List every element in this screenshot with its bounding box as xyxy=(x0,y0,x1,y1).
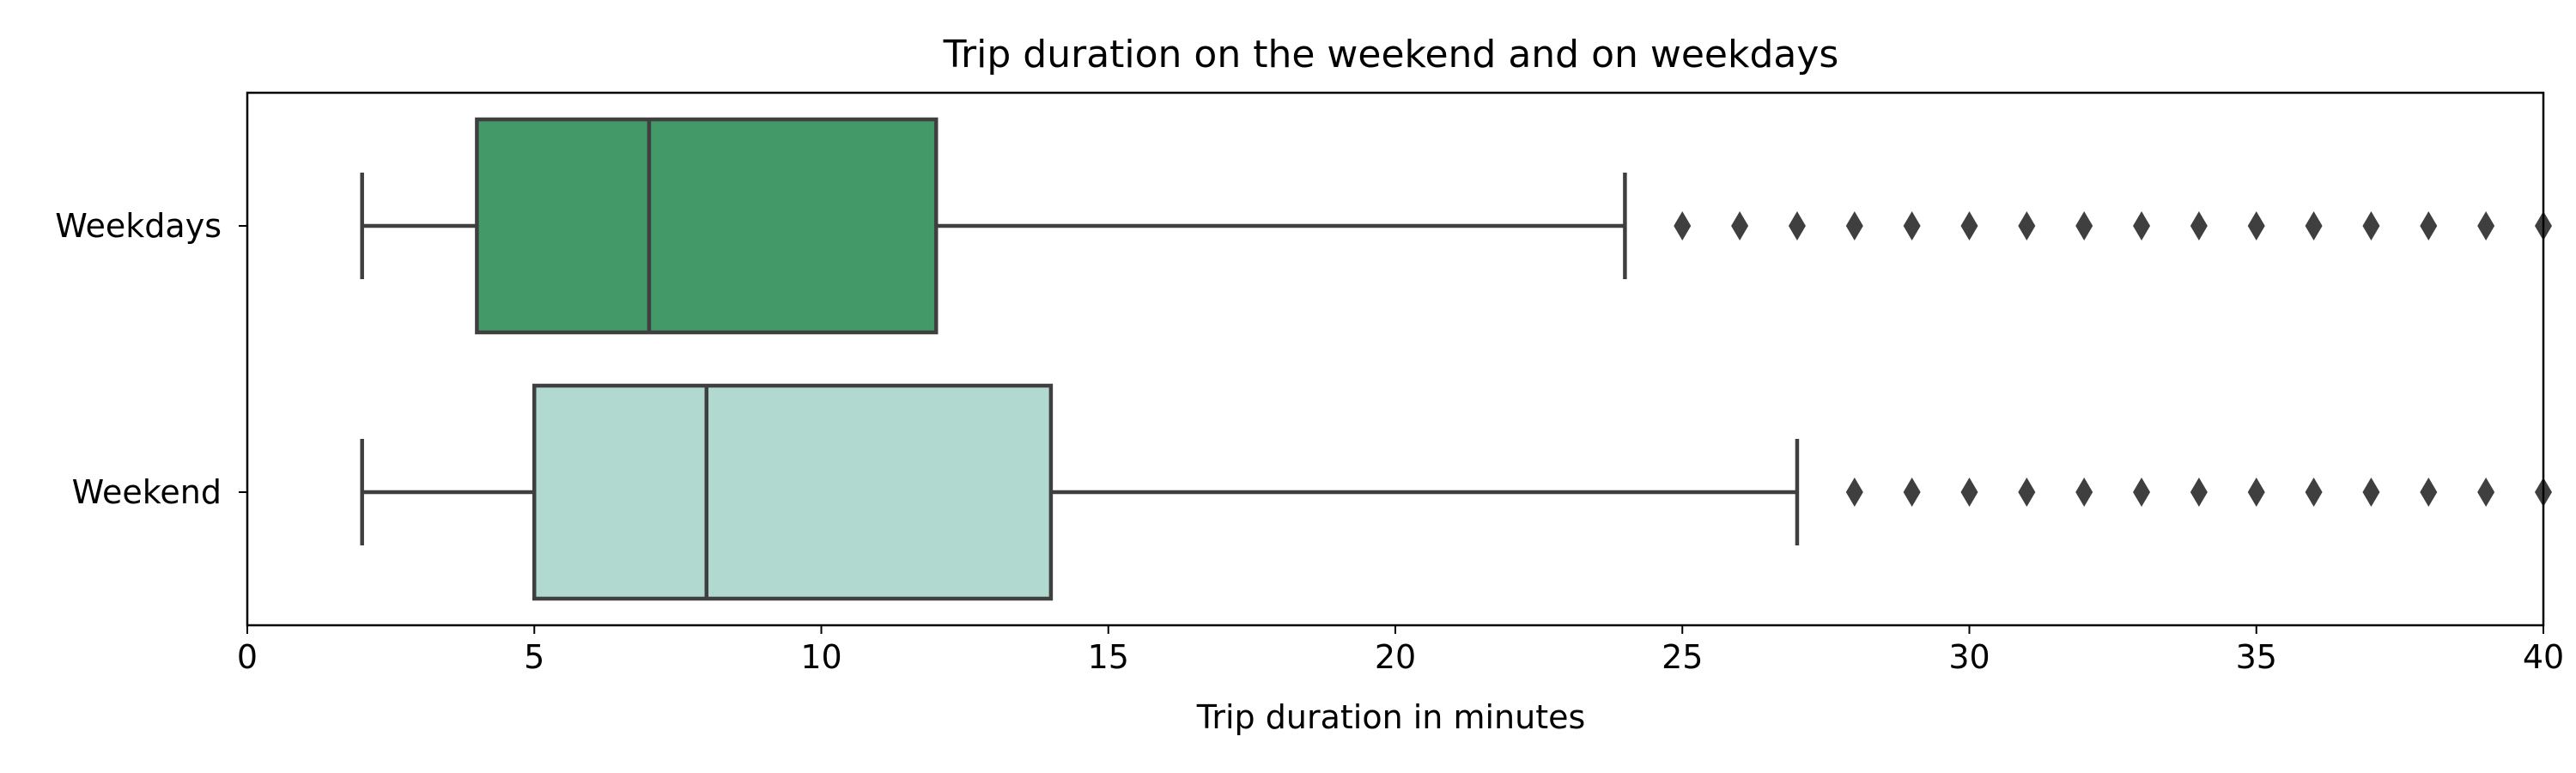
outlier-point-weekend xyxy=(2477,478,2495,507)
x-tick-label: 20 xyxy=(1375,638,1416,676)
x-tick-label: 0 xyxy=(237,638,258,676)
x-axis-label: Trip duration in minutes xyxy=(1196,698,1586,736)
outlier-point-weekend xyxy=(2133,478,2151,507)
outlier-point-weekdays xyxy=(2190,211,2208,240)
outlier-point-weekdays xyxy=(1674,211,1692,240)
x-tick-label: 15 xyxy=(1088,638,1129,676)
outlier-point-weekend xyxy=(2362,478,2380,507)
outlier-point-weekend xyxy=(1960,478,1978,507)
outlier-point-weekend xyxy=(2247,478,2265,507)
outlier-point-weekdays xyxy=(2075,211,2093,240)
outlier-point-weekdays xyxy=(1788,211,1806,240)
outlier-point-weekdays xyxy=(1731,211,1749,240)
outlier-point-weekend xyxy=(2075,478,2093,507)
outlier-point-weekdays xyxy=(2247,211,2265,240)
outlier-point-weekdays xyxy=(2477,211,2495,240)
outlier-point-weekdays xyxy=(2362,211,2380,240)
x-tick-label: 5 xyxy=(524,638,544,676)
x-tick-label: 40 xyxy=(2523,638,2564,676)
outlier-point-weekdays xyxy=(2018,211,2036,240)
outlier-point-weekend xyxy=(1845,478,1863,507)
chart-title: Trip duration on the weekend and on week… xyxy=(943,33,1839,76)
outlier-point-weekend xyxy=(2018,478,2036,507)
outlier-point-weekdays xyxy=(1903,211,1921,240)
x-tick-label: 10 xyxy=(800,638,841,676)
x-tick-label: 25 xyxy=(1662,638,1703,676)
outlier-point-weekdays xyxy=(1845,211,1863,240)
box-weekend xyxy=(532,383,1054,601)
x-tick-label: 35 xyxy=(2236,638,2277,676)
outlier-point-weekend xyxy=(1903,478,1921,507)
box-group-weekend xyxy=(360,383,2552,601)
y-tick-label-weekdays: Weekdays xyxy=(55,207,222,245)
box-weekdays xyxy=(475,117,939,335)
outlier-point-weekdays xyxy=(2420,211,2438,240)
x-tick-label: 30 xyxy=(1948,638,1990,676)
y-tick-label-weekend: Weekend xyxy=(72,473,222,511)
outlier-point-weekdays xyxy=(1960,211,1978,240)
outlier-point-weekend xyxy=(2190,478,2208,507)
plot-area: Weekdays Weekend 0 5 10 15 20 25 30 35 40 xyxy=(55,91,2564,676)
box-group-weekdays xyxy=(360,117,2552,335)
outlier-point-weekdays xyxy=(2305,211,2323,240)
outlier-point-weekend xyxy=(2420,478,2438,507)
outlier-point-weekend xyxy=(2305,478,2323,507)
outlier-point-weekdays xyxy=(2133,211,2151,240)
